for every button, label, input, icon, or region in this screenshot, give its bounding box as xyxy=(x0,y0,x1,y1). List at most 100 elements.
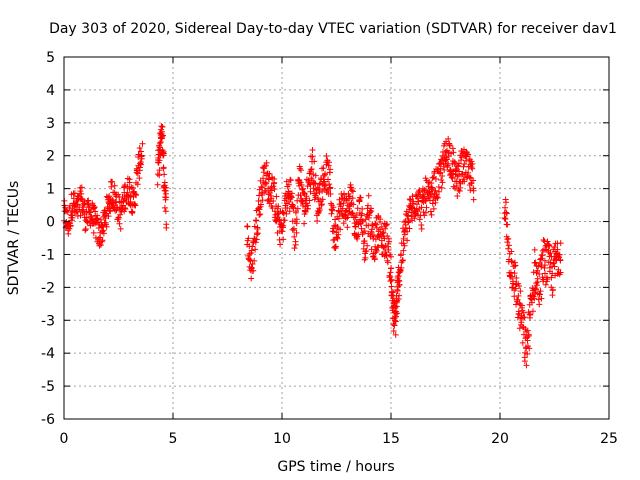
data-point xyxy=(340,200,347,207)
y-tick-label: 0 xyxy=(46,215,55,231)
data-point xyxy=(361,228,368,235)
data-point xyxy=(299,186,306,193)
data-point xyxy=(517,288,524,295)
data-point xyxy=(301,190,308,197)
data-point xyxy=(88,206,95,213)
data-point xyxy=(550,259,557,266)
data-point xyxy=(340,220,347,227)
data-point xyxy=(248,275,255,282)
data-point xyxy=(311,158,318,165)
data-point xyxy=(106,207,113,214)
data-point xyxy=(449,145,456,152)
data-point xyxy=(364,202,371,209)
data-point xyxy=(103,223,110,230)
data-point xyxy=(415,198,422,205)
data-point xyxy=(461,178,468,185)
data-point xyxy=(314,217,321,224)
data-point xyxy=(541,270,548,277)
data-point xyxy=(397,252,404,259)
data-point xyxy=(547,250,554,257)
data-point xyxy=(391,322,398,329)
data-point xyxy=(263,159,270,166)
data-point xyxy=(535,296,542,303)
data-point xyxy=(407,197,414,204)
data-point xyxy=(418,225,425,232)
data-point xyxy=(439,172,446,179)
data-point xyxy=(363,247,370,254)
data-point xyxy=(104,204,111,211)
data-point xyxy=(450,149,457,156)
data-point xyxy=(344,224,351,231)
data-point xyxy=(505,235,512,242)
data-point xyxy=(315,186,322,193)
data-point xyxy=(382,225,389,232)
y-tick-label: -4 xyxy=(41,346,55,362)
data-point xyxy=(254,226,261,233)
data-point xyxy=(544,238,551,245)
data-point xyxy=(352,223,359,230)
data-point xyxy=(427,208,434,215)
data-point xyxy=(454,163,461,170)
data-point xyxy=(286,208,293,215)
data-point xyxy=(513,274,520,281)
data-point xyxy=(405,218,412,225)
data-point xyxy=(519,339,526,346)
data-point xyxy=(257,211,264,218)
data-point xyxy=(271,186,278,193)
data-point xyxy=(387,278,394,285)
y-tick-label: 4 xyxy=(46,83,55,99)
data-point xyxy=(529,299,536,306)
data-point xyxy=(137,161,144,168)
data-point xyxy=(136,175,143,182)
data-point xyxy=(85,201,92,208)
data-point xyxy=(457,157,464,164)
data-point xyxy=(248,264,255,271)
data-point xyxy=(454,193,461,200)
data-point xyxy=(337,226,344,233)
data-point xyxy=(156,172,163,179)
data-point xyxy=(271,179,278,186)
data-point xyxy=(122,205,129,212)
data-point xyxy=(514,296,521,303)
data-point xyxy=(367,209,374,216)
data-point xyxy=(256,206,263,213)
data-point xyxy=(280,222,287,229)
data-point xyxy=(318,201,325,208)
data-point xyxy=(501,214,508,221)
data-point xyxy=(303,193,310,200)
data-point xyxy=(539,247,546,254)
data-point xyxy=(399,257,406,264)
data-point xyxy=(533,282,540,289)
data-point xyxy=(429,174,436,181)
data-point xyxy=(468,180,475,187)
y-tick-label: 1 xyxy=(46,182,55,198)
data-point xyxy=(432,199,439,206)
data-point xyxy=(383,252,390,259)
data-point xyxy=(156,167,163,174)
data-point xyxy=(396,292,403,299)
data-point xyxy=(71,190,78,197)
data-point xyxy=(350,201,357,208)
data-points xyxy=(61,123,564,369)
data-point xyxy=(260,175,267,182)
data-point xyxy=(315,195,322,202)
data-point xyxy=(378,223,385,230)
x-tick-label: 25 xyxy=(600,431,618,447)
data-point xyxy=(554,246,561,253)
data-point xyxy=(154,181,161,188)
data-point xyxy=(270,183,277,190)
data-point xyxy=(109,178,116,185)
data-point xyxy=(384,221,391,228)
data-point xyxy=(330,204,337,211)
data-point xyxy=(505,242,512,249)
data-point xyxy=(433,191,440,198)
data-point xyxy=(357,194,364,201)
data-point xyxy=(388,276,395,283)
data-point xyxy=(116,220,123,227)
data-point xyxy=(388,265,395,272)
data-point xyxy=(77,188,84,195)
data-point xyxy=(509,273,516,280)
data-point xyxy=(401,242,408,249)
data-point xyxy=(262,162,269,169)
data-point xyxy=(365,192,372,199)
